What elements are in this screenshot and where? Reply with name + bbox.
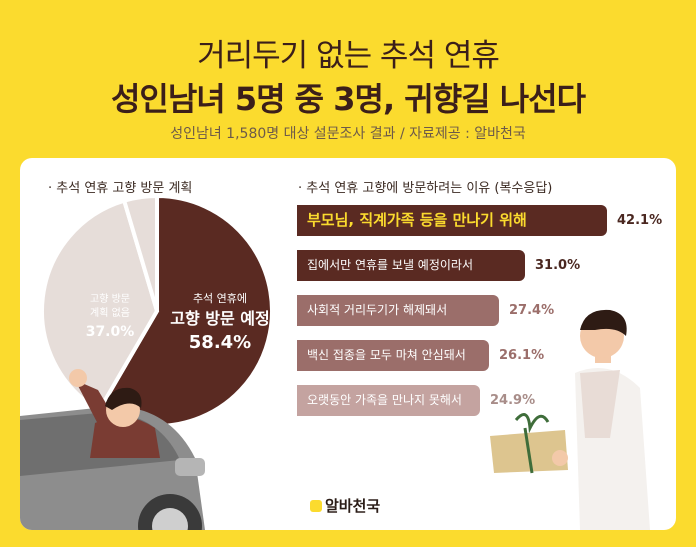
bar-0 — [297, 205, 607, 236]
bar-label-1: 집에서만 연휴를 보낼 예정이라서 — [307, 258, 474, 272]
content-card: · 추석 연휴 고향 방문 계획 · 추석 연휴 고향에 방문하려는 이유 (복… — [20, 158, 676, 530]
subtitle: 성인남녀 1,580명 대상 설문조사 결과 / 자료제공 : 알바천국 — [170, 126, 526, 142]
bar-1 — [297, 250, 525, 281]
bar-value-2: 27.4% — [509, 303, 555, 318]
bar-value-0: 42.1% — [617, 213, 663, 228]
pie-slice-side-label-line2: 계획 없음 — [90, 308, 130, 319]
title-line1: 거리두기 없는 추석 연휴 — [197, 38, 500, 74]
pie-slice-1 — [40, 198, 160, 414]
bar-value-1: 31.0% — [535, 258, 581, 273]
brand-logo-mark — [310, 500, 322, 512]
brand-logo: 알바천국 — [310, 495, 380, 516]
bar-label-4: 오랫동안 가족을 만나지 못해서 — [307, 393, 462, 407]
pie-slice-main-value: 58.4% — [188, 332, 252, 353]
title-line2: 성인남녀 5명 중 3명, 귀향길 나선다 — [110, 80, 586, 118]
bar-4 — [297, 385, 480, 416]
pie-section-title: · 추석 연휴 고향 방문 계획 — [48, 181, 193, 196]
pie-slice-side-label-line1: 고향 방문 — [90, 294, 130, 305]
bar-value-3: 26.1% — [499, 348, 545, 363]
illustration — [20, 309, 650, 530]
waving-person — [69, 369, 160, 458]
pie-slice-side-label: 고향 방문 계획 없음 — [70, 293, 150, 321]
pie-slice-main-label-line1: 추석 연휴에 — [192, 292, 248, 305]
bar-label-3: 백신 접종을 모두 마쳐 안심돼서 — [307, 348, 466, 362]
brand-logo-text: 알바천국 — [325, 497, 381, 515]
person-with-gift — [490, 309, 650, 530]
pie-slice-main-label-line2: 고향 방문 예정 — [170, 309, 270, 328]
bar-3 — [297, 340, 489, 371]
bar-label-0: 부모님, 직계가족 등을 만나기 위해 — [307, 211, 527, 229]
bar-label-2: 사회적 거리두기가 해제돼서 — [307, 303, 448, 317]
bar-2 — [297, 295, 499, 326]
pie-slice-2 — [121, 193, 159, 312]
pie-slice-side-value: 37.0% — [85, 324, 135, 340]
bar-section-title: · 추석 연휴 고향에 방문하려는 이유 (복수응답) — [298, 181, 553, 196]
bar-value-4: 24.9% — [490, 393, 536, 408]
